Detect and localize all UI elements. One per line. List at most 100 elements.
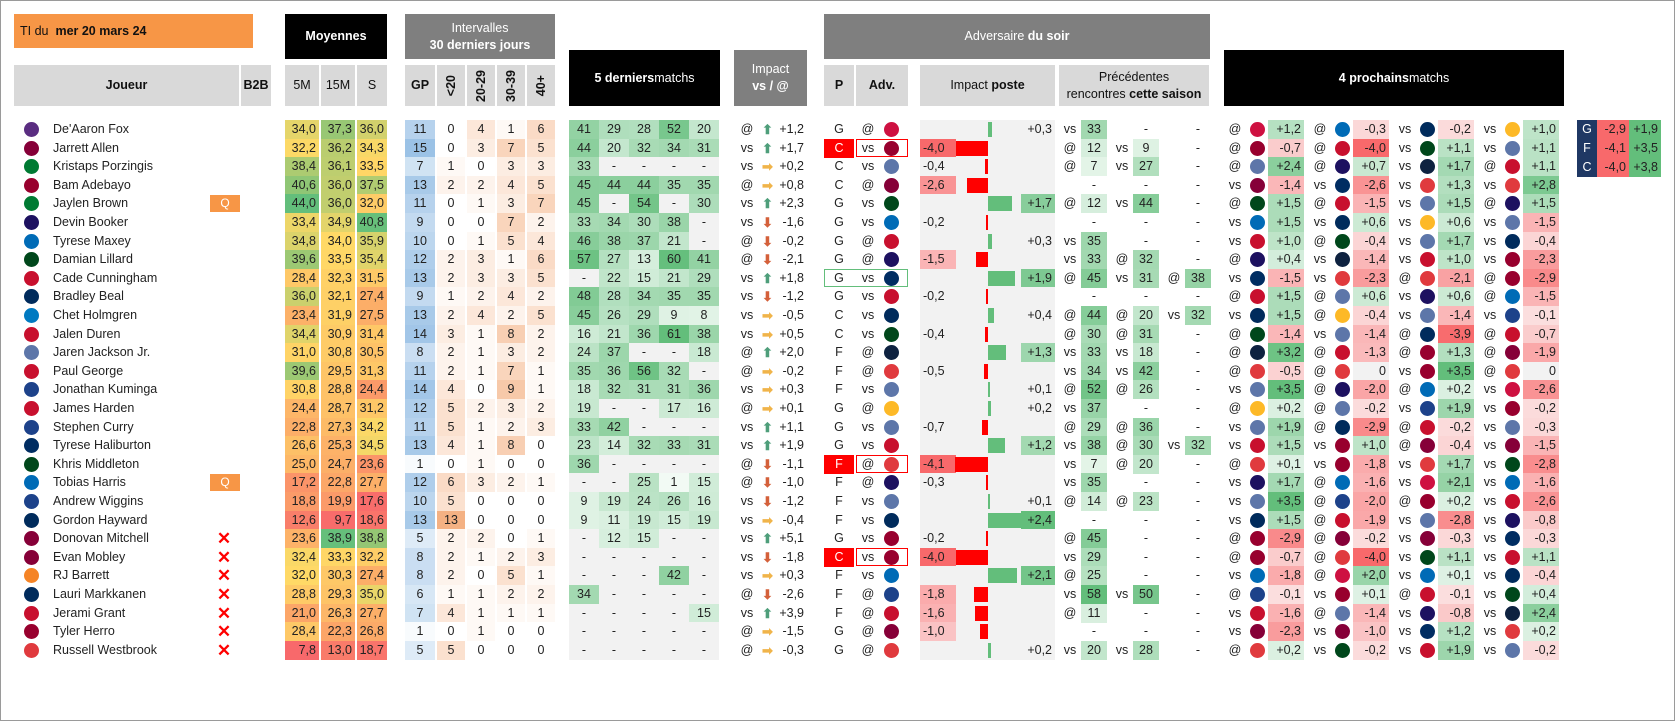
- arrow-down-icon: ⬇: [762, 233, 773, 249]
- highlight-box: [856, 547, 908, 566]
- prev-points: 30: [1133, 436, 1159, 456]
- prev-points: -: [1143, 512, 1149, 527]
- opponent-location: vs: [861, 549, 875, 564]
- prev-points: 35: [1081, 231, 1107, 251]
- last-game-points: -: [689, 529, 719, 549]
- prev-location: vs: [1115, 196, 1129, 211]
- impact-neg-bar: [967, 177, 988, 193]
- next-location: vs: [1398, 252, 1412, 267]
- col-20-29: 20-29: [467, 65, 495, 106]
- table-row: Cade Cunningham 28,4 32,3 31,5 13 2 3 3 5-22 15 21…: [0, 268, 1675, 289]
- next-opponent-logo-icon: [1250, 456, 1265, 472]
- last-game-points: 21: [599, 324, 629, 344]
- team-logo-icon: [24, 159, 39, 175]
- prev-location: vs: [1063, 363, 1077, 378]
- last-game-points: 41: [569, 120, 599, 139]
- games-played: 6: [405, 585, 435, 604]
- next-location: @: [1228, 122, 1242, 136]
- last-game-points: 26: [659, 492, 689, 511]
- last-game-points: 20: [599, 138, 629, 158]
- interval-count: 6: [527, 250, 555, 270]
- next-location: vs: [1483, 531, 1497, 546]
- next-impact: -2,9: [1523, 268, 1559, 288]
- last-game-points: 36: [689, 380, 719, 400]
- arrow-up-icon: ⬆: [762, 345, 773, 361]
- next-impact: -1,9: [1523, 343, 1559, 363]
- interval-count: 4: [497, 175, 525, 195]
- next-impact: -2,6: [1523, 492, 1559, 511]
- next-opponent-logo-icon: [1505, 624, 1520, 640]
- last-game-points: -: [629, 585, 659, 604]
- avg-5m: 32,2: [285, 138, 319, 158]
- prev-location: @: [1115, 382, 1129, 397]
- interval-count: 0: [437, 138, 465, 158]
- last-game-points: 45: [569, 194, 599, 214]
- next-location: @: [1228, 456, 1242, 471]
- table-row: Evan Mobley ✕ 32,4 33,3 32,2 8 2 1 2 3- - - - - vs ⬇ -1,…: [0, 547, 1675, 568]
- next-impact: +3,5: [1268, 492, 1304, 511]
- last-game-points: -: [569, 640, 599, 660]
- player-name: Tobias Harris: [53, 475, 126, 490]
- table-row: Lauri Markkanen ✕ 28,8 29,3 35,0 6 1 1 2 2 34- - - - @…: [0, 585, 1675, 605]
- games-played: 5: [405, 640, 435, 660]
- prev-location: @: [1063, 159, 1077, 174]
- interval-count: 2: [527, 324, 555, 344]
- prev-location: @: [1063, 140, 1077, 155]
- next-location: vs: [1313, 252, 1327, 267]
- impact-location: vs: [740, 419, 754, 434]
- next-location: vs: [1398, 605, 1412, 620]
- col-15m: 15M: [321, 65, 355, 106]
- table-row: Khris Middleton 25,0 24,7 23,6 1 0 1 0 0 36- - - - @ ⬇…: [0, 454, 1675, 475]
- opponent-location: @: [861, 177, 875, 192]
- avg-15m: 28,7: [321, 399, 355, 418]
- arrow-right-icon: ➡: [762, 382, 773, 398]
- next-impact: -1,4: [1268, 175, 1304, 195]
- opponent-logo-icon: [884, 549, 899, 565]
- position: F: [824, 454, 854, 474]
- prev-points: -: [1143, 289, 1149, 304]
- games-played: 1: [405, 454, 435, 474]
- interval-count: 1: [467, 324, 495, 344]
- next-opponent-logo-icon: [1335, 140, 1350, 156]
- next-impact: -4,0: [1353, 138, 1389, 158]
- team-logo-icon: [24, 122, 39, 137]
- highlight-box: [856, 138, 908, 157]
- prev-location: vs: [1115, 587, 1129, 601]
- next-opponent-logo-icon: [1250, 624, 1265, 640]
- last-game-points: 19: [569, 399, 599, 418]
- interval-count: 5: [527, 268, 555, 288]
- opponent-logo-icon: [884, 196, 899, 212]
- table-row: Chet Holmgren 23,4 31,9 27,5 13 2 4 2 5 45 26 29 9 8 v…: [0, 306, 1675, 326]
- next-opponent-logo-icon: [1250, 270, 1265, 286]
- table-row: Tyler Herro ✕ 28,4 22,3 26,8 1 0 1 0 0- - - - - @ ➡ -1,5…: [0, 622, 1675, 642]
- last-game-points: 37: [599, 343, 629, 363]
- last-game-points: -: [659, 157, 689, 177]
- next-location: @: [1313, 419, 1327, 434]
- col-s: S: [357, 65, 387, 106]
- impact-pos-bar: [988, 438, 1005, 454]
- impact-location: vs: [740, 159, 754, 174]
- next-impact: +1,1: [1438, 138, 1474, 158]
- avg-15m: 28,8: [321, 380, 355, 400]
- next-opponent-logo-icon: [1420, 363, 1435, 379]
- next-impact: +1,5: [1268, 306, 1304, 325]
- table-row: Russell Westbrook ✕ 7,8 13,0 18,7 5 5 0 0 0- - - - - @…: [0, 640, 1675, 661]
- table-row: Paul George 39,6 29,5 31,3 11 2 1 7 1 35 36 56 32- @ ➡…: [0, 361, 1675, 382]
- prev-points: -: [1195, 568, 1201, 583]
- player-name: RJ Barrett: [53, 568, 110, 583]
- next-location: @: [1313, 308, 1327, 322]
- prev-location: [1163, 641, 1185, 660]
- next-location: vs: [1313, 456, 1327, 471]
- impact-location: vs: [740, 326, 754, 341]
- interval-count: 3: [497, 194, 525, 214]
- last-game-points: -: [659, 529, 689, 549]
- impact-value: -2,1: [782, 252, 804, 267]
- impact-value: -2,6: [782, 587, 804, 601]
- next-impact: -0,1: [1438, 585, 1474, 604]
- prev-location: @: [1115, 419, 1129, 434]
- interval-count: 0: [527, 454, 555, 474]
- next-opponent-logo-icon: [1335, 512, 1350, 528]
- next-impact: -1,6: [1268, 603, 1304, 623]
- interval-count: 1: [527, 380, 555, 400]
- table-row: Jaren Jackson Jr. 31,0 30,8 30,5 8 2 1 3 2 24 37- -…: [0, 343, 1675, 363]
